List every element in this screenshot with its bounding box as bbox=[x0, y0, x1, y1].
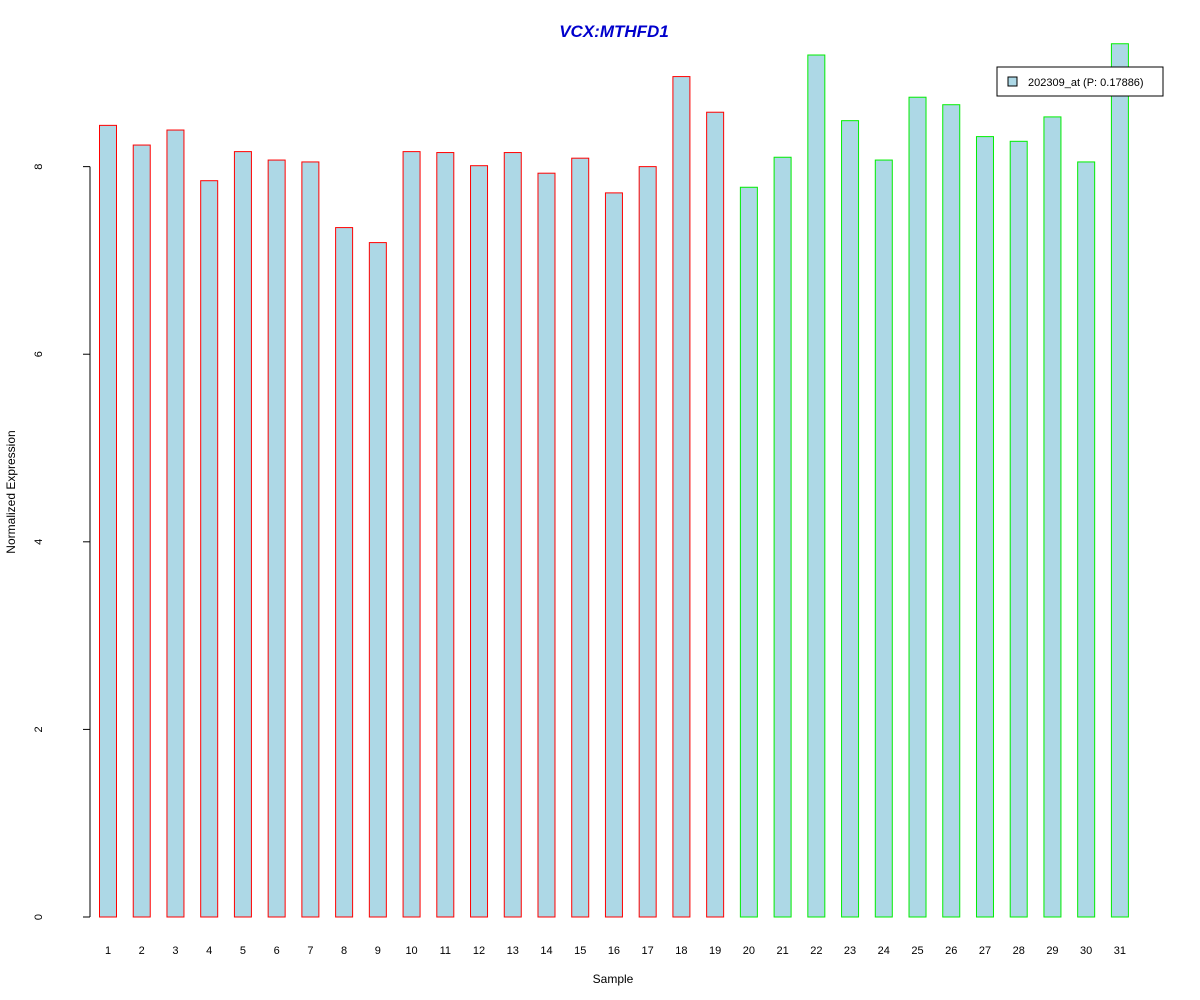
bar-sample-24 bbox=[874, 159, 893, 918]
x-tick-label: 19 bbox=[709, 945, 721, 957]
bar-sample-19 bbox=[706, 111, 725, 918]
x-tick-label: 7 bbox=[307, 945, 313, 957]
bar-sample-4 bbox=[200, 180, 219, 918]
x-tick-label: 22 bbox=[810, 945, 822, 957]
x-tick-label: 27 bbox=[979, 945, 991, 957]
bar-sample-27 bbox=[975, 136, 994, 918]
bar-sample-13 bbox=[503, 152, 522, 918]
y-tick-label: 4 bbox=[33, 539, 45, 545]
x-tick-label: 6 bbox=[274, 945, 280, 957]
bar-sample-29 bbox=[1043, 116, 1062, 918]
bar-sample-23 bbox=[841, 120, 860, 918]
bar-sample-25 bbox=[908, 96, 927, 918]
chart-title: VCX:MTHFD1 bbox=[559, 22, 669, 41]
legend-box bbox=[996, 66, 1164, 97]
bar-sample-7 bbox=[301, 161, 320, 918]
x-tick-label: 12 bbox=[473, 945, 485, 957]
x-tick-label: 1 bbox=[105, 945, 111, 957]
x-tick-label: 11 bbox=[440, 945, 451, 957]
bar-sample-15 bbox=[571, 157, 590, 918]
x-tick-label: 20 bbox=[743, 945, 755, 957]
bar-sample-8 bbox=[335, 227, 354, 918]
bar-sample-26 bbox=[942, 104, 961, 918]
x-tick-label: 9 bbox=[375, 945, 381, 957]
x-tick-label: 5 bbox=[240, 945, 246, 957]
bar-sample-31 bbox=[1110, 43, 1129, 918]
x-tick-label: 28 bbox=[1013, 945, 1025, 957]
bars-group bbox=[99, 43, 1129, 918]
bar-sample-14 bbox=[537, 172, 556, 918]
x-tick-label: 13 bbox=[507, 945, 519, 957]
y-axis-label: Normalized Expression bbox=[4, 430, 18, 553]
x-tick-label: 14 bbox=[540, 945, 552, 957]
legend-label: 202309_at (P: 0.17886) bbox=[1028, 77, 1144, 89]
x-tick-label: 29 bbox=[1046, 945, 1058, 957]
x-tick-label: 8 bbox=[341, 945, 347, 957]
x-tick-label: 24 bbox=[878, 945, 890, 957]
bar-sample-17 bbox=[638, 166, 657, 918]
x-tick-label: 25 bbox=[911, 945, 923, 957]
bar-sample-28 bbox=[1009, 140, 1028, 918]
bar-sample-9 bbox=[368, 242, 387, 918]
bar-sample-18 bbox=[672, 76, 691, 918]
x-tick-label: 17 bbox=[642, 945, 654, 957]
x-axis: 1 2 3 4 5 6 7 8 9 10 11 12 13 14 15 16 17 18 19 20 21 22 23 24 2… bbox=[105, 945, 1126, 957]
y-axis: 0 2 4 6 8 bbox=[33, 164, 91, 920]
bar-sample-30 bbox=[1077, 161, 1096, 918]
bar-sample-12 bbox=[470, 165, 489, 918]
y-tick-label: 0 bbox=[33, 914, 45, 920]
bar-sample-10 bbox=[402, 151, 421, 918]
x-tick-label: 15 bbox=[574, 945, 586, 957]
x-tick-label: 4 bbox=[206, 945, 212, 957]
y-tick-label: 6 bbox=[33, 351, 45, 357]
bar-sample-5 bbox=[233, 151, 252, 918]
x-tick-label: 3 bbox=[172, 945, 178, 957]
x-axis-label: Sample bbox=[593, 972, 634, 986]
bar-sample-2 bbox=[132, 144, 151, 918]
bar-sample-22 bbox=[807, 54, 826, 918]
x-tick-label: 30 bbox=[1080, 945, 1092, 957]
legend-swatch bbox=[1007, 76, 1018, 87]
bar-sample-16 bbox=[604, 192, 623, 918]
y-tick-label: 2 bbox=[33, 726, 45, 732]
x-tick-label: 21 bbox=[776, 945, 788, 957]
x-tick-label: 2 bbox=[139, 945, 145, 957]
y-tick-label: 8 bbox=[33, 164, 45, 170]
x-tick-label: 10 bbox=[405, 945, 417, 957]
bar-sample-6 bbox=[267, 159, 286, 918]
bar-sample-21 bbox=[773, 156, 792, 918]
legend: 202309_at (P: 0.17886) bbox=[996, 66, 1164, 97]
x-tick-label: 18 bbox=[675, 945, 687, 957]
x-tick-label: 23 bbox=[844, 945, 856, 957]
x-tick-label: 16 bbox=[608, 945, 620, 957]
bar-sample-20 bbox=[739, 186, 758, 918]
bar-sample-3 bbox=[166, 129, 185, 918]
bar-sample-1 bbox=[99, 124, 117, 918]
x-tick-label: 31 bbox=[1114, 945, 1126, 957]
x-tick-label: 26 bbox=[945, 945, 957, 957]
bar-sample-11 bbox=[436, 152, 455, 918]
